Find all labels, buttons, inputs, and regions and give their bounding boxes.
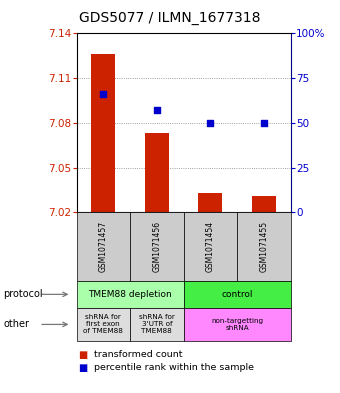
Text: shRNA for
3'UTR of
TMEM88: shRNA for 3'UTR of TMEM88 <box>139 314 175 334</box>
Text: control: control <box>221 290 253 299</box>
Text: GSM1071454: GSM1071454 <box>206 221 215 272</box>
Bar <box>252 196 276 212</box>
Bar <box>198 193 222 212</box>
Point <box>208 119 213 126</box>
Bar <box>91 54 115 212</box>
Text: ■: ■ <box>78 363 87 373</box>
Text: TMEM88 depletion: TMEM88 depletion <box>88 290 172 299</box>
Point <box>261 119 267 126</box>
Text: other: other <box>3 320 29 329</box>
Text: shRNA for
first exon
of TMEM88: shRNA for first exon of TMEM88 <box>83 314 123 334</box>
Text: protocol: protocol <box>3 289 43 299</box>
Text: GDS5077 / ILMN_1677318: GDS5077 / ILMN_1677318 <box>79 11 261 25</box>
Text: GSM1071456: GSM1071456 <box>152 221 161 272</box>
Text: ■: ■ <box>78 350 87 360</box>
Point <box>154 107 159 114</box>
Point <box>101 91 106 97</box>
Text: GSM1071455: GSM1071455 <box>259 221 268 272</box>
Text: percentile rank within the sample: percentile rank within the sample <box>94 364 254 372</box>
Text: GSM1071457: GSM1071457 <box>99 221 108 272</box>
Text: non-targetting
shRNA: non-targetting shRNA <box>211 318 263 331</box>
Bar <box>145 133 169 212</box>
Text: transformed count: transformed count <box>94 351 182 359</box>
